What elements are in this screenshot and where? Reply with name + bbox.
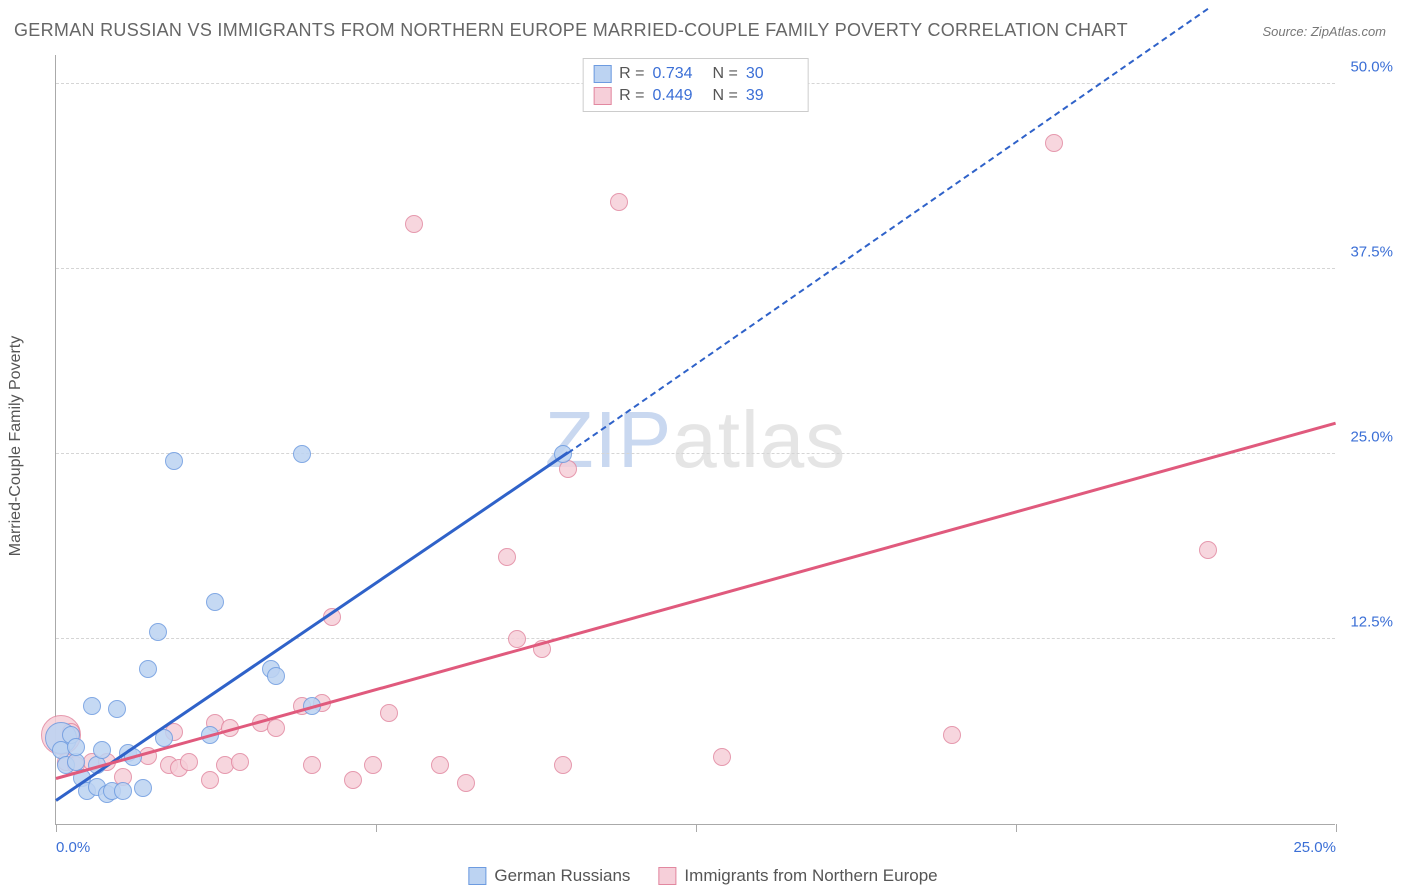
data-point (267, 719, 285, 737)
data-point (206, 593, 224, 611)
legend-swatch (468, 867, 486, 885)
legend-swatch (658, 867, 676, 885)
legend-item: Immigrants from Northern Europe (658, 866, 937, 886)
data-point (149, 623, 167, 641)
legend-row: R = 0.734 N = 30 (593, 63, 798, 85)
data-point (83, 697, 101, 715)
legend-swatch (593, 65, 611, 83)
legend-r-label: R = (619, 65, 644, 83)
source-attribution: Source: ZipAtlas.com (1262, 24, 1386, 39)
data-point (93, 741, 111, 759)
data-point (139, 660, 157, 678)
data-point (1045, 134, 1063, 152)
legend-item: German Russians (468, 866, 630, 886)
y-tick-label: 12.5% (1350, 613, 1393, 630)
watermark-atlas: atlas (672, 395, 846, 484)
legend-n-value: 39 (746, 87, 798, 105)
legend-swatch (593, 87, 611, 105)
legend-n-label: N = (713, 87, 738, 105)
legend-row: R = 0.449 N = 39 (593, 85, 798, 107)
data-point (380, 704, 398, 722)
legend-series-label: Immigrants from Northern Europe (684, 866, 937, 886)
data-point (405, 215, 423, 233)
legend-series-label: German Russians (494, 866, 630, 886)
legend-n-value: 30 (746, 65, 798, 83)
x-tick (376, 824, 377, 832)
data-point (201, 771, 219, 789)
chart-plot-area: ZIPatlas R =0.734N =30R =0.449N =39 12.5… (55, 55, 1335, 825)
x-tick (1336, 824, 1337, 832)
data-point (943, 726, 961, 744)
data-point (610, 193, 628, 211)
watermark: ZIPatlas (545, 394, 846, 486)
legend-r-label: R = (619, 87, 644, 105)
legend-r-value: 0.449 (653, 87, 705, 105)
y-tick-label: 50.0% (1350, 58, 1393, 75)
data-point (713, 748, 731, 766)
data-point (303, 756, 321, 774)
legend-n-label: N = (713, 65, 738, 83)
x-tick (1016, 824, 1017, 832)
data-point (231, 753, 249, 771)
y-tick-label: 25.0% (1350, 428, 1393, 445)
x-tick-label: 25.0% (1293, 839, 1336, 856)
data-point (364, 756, 382, 774)
gridline (56, 268, 1335, 269)
trend-line (55, 451, 569, 801)
data-point (180, 753, 198, 771)
data-point (554, 756, 572, 774)
data-point (165, 452, 183, 470)
data-point (457, 774, 475, 792)
gridline (56, 638, 1335, 639)
x-tick (696, 824, 697, 832)
data-point (1199, 541, 1217, 559)
data-point (344, 771, 362, 789)
data-point (134, 779, 152, 797)
data-point (431, 756, 449, 774)
data-point (267, 667, 285, 685)
data-point (508, 630, 526, 648)
chart-title: GERMAN RUSSIAN VS IMMIGRANTS FROM NORTHE… (14, 20, 1128, 41)
data-point (67, 738, 85, 756)
series-legend: German Russians Immigrants from Northern … (468, 866, 937, 886)
trend-line (56, 421, 1337, 779)
x-tick (56, 824, 57, 832)
gridline (56, 453, 1335, 454)
data-point (108, 700, 126, 718)
data-point (293, 445, 311, 463)
x-tick-label: 0.0% (56, 839, 90, 856)
correlation-legend: R = 0.734 N = 30 R = 0.449 N = 39 (582, 58, 809, 112)
y-tick-label: 37.5% (1350, 243, 1393, 260)
data-point (498, 548, 516, 566)
data-point (114, 782, 132, 800)
legend-r-value: 0.734 (653, 65, 705, 83)
y-axis-label: Married-Couple Family Poverty (7, 336, 25, 557)
